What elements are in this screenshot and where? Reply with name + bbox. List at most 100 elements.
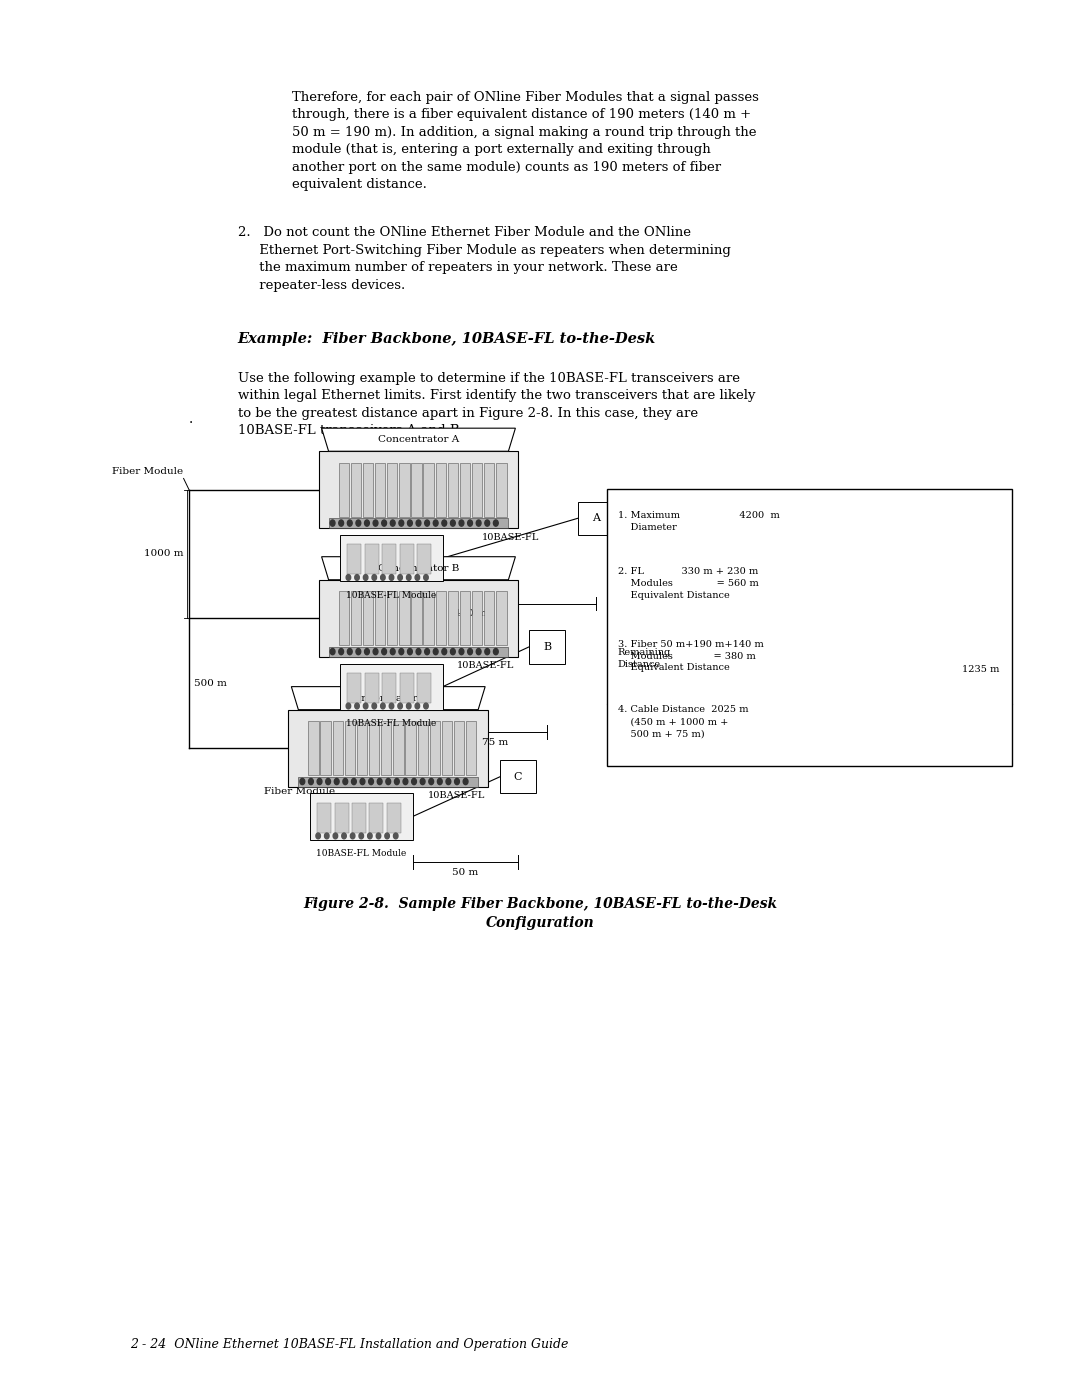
Bar <box>418 721 428 775</box>
Bar <box>411 462 421 517</box>
Bar <box>484 591 495 645</box>
Text: 2 - 24  ONline Ethernet 10BASE-FL Installation and Operation Guide: 2 - 24 ONline Ethernet 10BASE-FL Install… <box>130 1338 568 1351</box>
Text: 10BASE-FL Module: 10BASE-FL Module <box>347 591 436 599</box>
Circle shape <box>455 778 459 785</box>
Bar <box>340 535 443 581</box>
Bar <box>400 462 409 517</box>
Circle shape <box>406 574 411 580</box>
Bar <box>321 721 330 775</box>
Bar <box>363 462 374 517</box>
Circle shape <box>339 648 343 655</box>
Circle shape <box>389 703 394 708</box>
Circle shape <box>330 520 335 527</box>
Circle shape <box>386 778 391 785</box>
Circle shape <box>406 703 411 708</box>
Circle shape <box>468 648 472 655</box>
Bar <box>423 591 434 645</box>
Circle shape <box>347 703 351 708</box>
Circle shape <box>407 648 413 655</box>
Bar <box>328 518 509 528</box>
Bar <box>318 803 332 833</box>
Bar <box>417 673 431 703</box>
Circle shape <box>476 520 481 527</box>
Text: Fiber Module: Fiber Module <box>112 467 184 475</box>
Circle shape <box>485 520 489 527</box>
Bar <box>423 462 434 517</box>
Bar <box>375 591 386 645</box>
Circle shape <box>380 703 386 708</box>
Bar <box>607 489 1012 766</box>
Circle shape <box>429 778 433 785</box>
Text: Fiber Module: Fiber Module <box>264 788 335 796</box>
Text: 500 m: 500 m <box>194 679 227 687</box>
Circle shape <box>356 648 361 655</box>
Circle shape <box>381 520 387 527</box>
Bar <box>454 721 464 775</box>
Bar <box>319 580 518 657</box>
Circle shape <box>300 778 305 785</box>
Bar <box>309 721 319 775</box>
Bar <box>529 630 565 664</box>
Bar <box>335 803 349 833</box>
Bar <box>363 591 374 645</box>
Circle shape <box>407 520 413 527</box>
Circle shape <box>468 520 472 527</box>
Bar <box>411 591 421 645</box>
Circle shape <box>390 520 395 527</box>
Circle shape <box>374 648 378 655</box>
Text: Example:  Fiber Backbone, 10BASE-FL to-the-Desk: Example: Fiber Backbone, 10BASE-FL to-th… <box>238 332 656 346</box>
Bar <box>381 721 391 775</box>
Circle shape <box>363 703 368 708</box>
Bar <box>467 721 476 775</box>
Text: 10BASE-FL: 10BASE-FL <box>457 661 515 671</box>
Bar <box>288 710 488 787</box>
Bar <box>310 793 413 840</box>
Circle shape <box>485 648 489 655</box>
Bar <box>339 462 349 517</box>
Bar <box>435 591 446 645</box>
Text: 10BASE-FL Module: 10BASE-FL Module <box>316 849 406 858</box>
Circle shape <box>356 520 361 527</box>
Text: 10BASE-FL Module: 10BASE-FL Module <box>347 719 436 728</box>
Bar <box>375 462 386 517</box>
Bar <box>298 777 478 787</box>
Circle shape <box>341 833 347 838</box>
Circle shape <box>494 520 498 527</box>
Polygon shape <box>322 556 515 580</box>
Text: Remaining
Distance: Remaining Distance <box>618 648 671 669</box>
Bar <box>348 545 362 574</box>
Circle shape <box>309 778 313 785</box>
Text: 1235 m: 1235 m <box>961 665 999 673</box>
Circle shape <box>389 574 394 580</box>
Circle shape <box>350 833 355 838</box>
Circle shape <box>394 778 400 785</box>
Text: 2.   Do not count the ONline Ethernet Fiber Module and the ONline
     Ethernet : 2. Do not count the ONline Ethernet Fibe… <box>238 226 730 292</box>
Circle shape <box>399 520 404 527</box>
Bar <box>345 721 355 775</box>
Circle shape <box>446 778 450 785</box>
Text: A: A <box>592 513 599 524</box>
Circle shape <box>424 520 430 527</box>
Bar <box>365 673 379 703</box>
Circle shape <box>348 648 352 655</box>
Bar <box>369 803 383 833</box>
Circle shape <box>397 703 403 708</box>
Text: 450 m: 450 m <box>454 609 486 617</box>
Bar <box>497 462 507 517</box>
Circle shape <box>380 574 386 580</box>
Bar <box>382 673 396 703</box>
Bar <box>356 721 367 775</box>
Bar <box>472 591 483 645</box>
Circle shape <box>424 648 430 655</box>
Circle shape <box>348 520 352 527</box>
Bar <box>430 721 440 775</box>
Bar <box>578 502 613 535</box>
Bar <box>351 462 361 517</box>
Bar <box>405 721 416 775</box>
Circle shape <box>333 833 338 838</box>
Circle shape <box>381 648 387 655</box>
Text: Concentrator A: Concentrator A <box>378 436 459 444</box>
Bar <box>319 451 518 528</box>
Circle shape <box>390 648 395 655</box>
Bar <box>484 462 495 517</box>
